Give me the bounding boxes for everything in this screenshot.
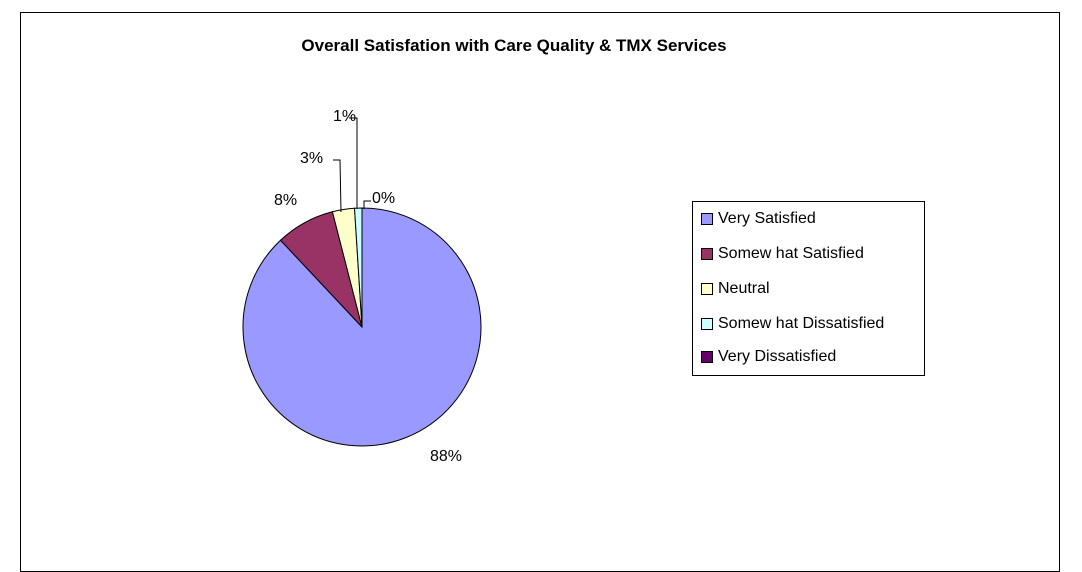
- legend-label: Somew hat Satisfied: [718, 245, 864, 262]
- slice-label: 3%: [300, 150, 324, 167]
- legend-label: Very Dissatisfied: [718, 348, 837, 365]
- legend: Very Satisfied Somew hat Satisfied Neutr…: [692, 201, 925, 376]
- slice-label: 88%: [430, 448, 463, 465]
- leader-line: [349, 117, 358, 209]
- legend-label: Neutral: [718, 280, 770, 297]
- legend-label: Somew hat Dissatisfied: [718, 315, 885, 332]
- legend-swatch: [701, 283, 713, 295]
- legend-label: Very Satisfied: [718, 210, 816, 227]
- legend-item: Very Dissatisfied: [701, 347, 836, 367]
- pie-slice: [242, 207, 482, 447]
- legend-item: Neutral: [701, 279, 770, 299]
- slice-label: 0%: [372, 190, 396, 207]
- legend-swatch: [701, 213, 713, 225]
- leader-line: [333, 159, 342, 213]
- legend-item: Somew hat Satisfied: [701, 244, 864, 264]
- legend-swatch: [701, 248, 713, 260]
- chart-title: Overall Satisfation with Care Quality & …: [301, 36, 727, 55]
- legend-item: Somew hat Dissatisfied: [701, 314, 884, 334]
- slice-label: 8%: [274, 192, 298, 209]
- leader-line: [363, 200, 371, 209]
- pie-chart: [242, 117, 482, 447]
- legend-swatch: [701, 318, 713, 330]
- legend-item: Very Satisfied: [701, 209, 816, 229]
- slice-label: 1%: [333, 108, 357, 125]
- legend-swatch: [701, 351, 713, 363]
